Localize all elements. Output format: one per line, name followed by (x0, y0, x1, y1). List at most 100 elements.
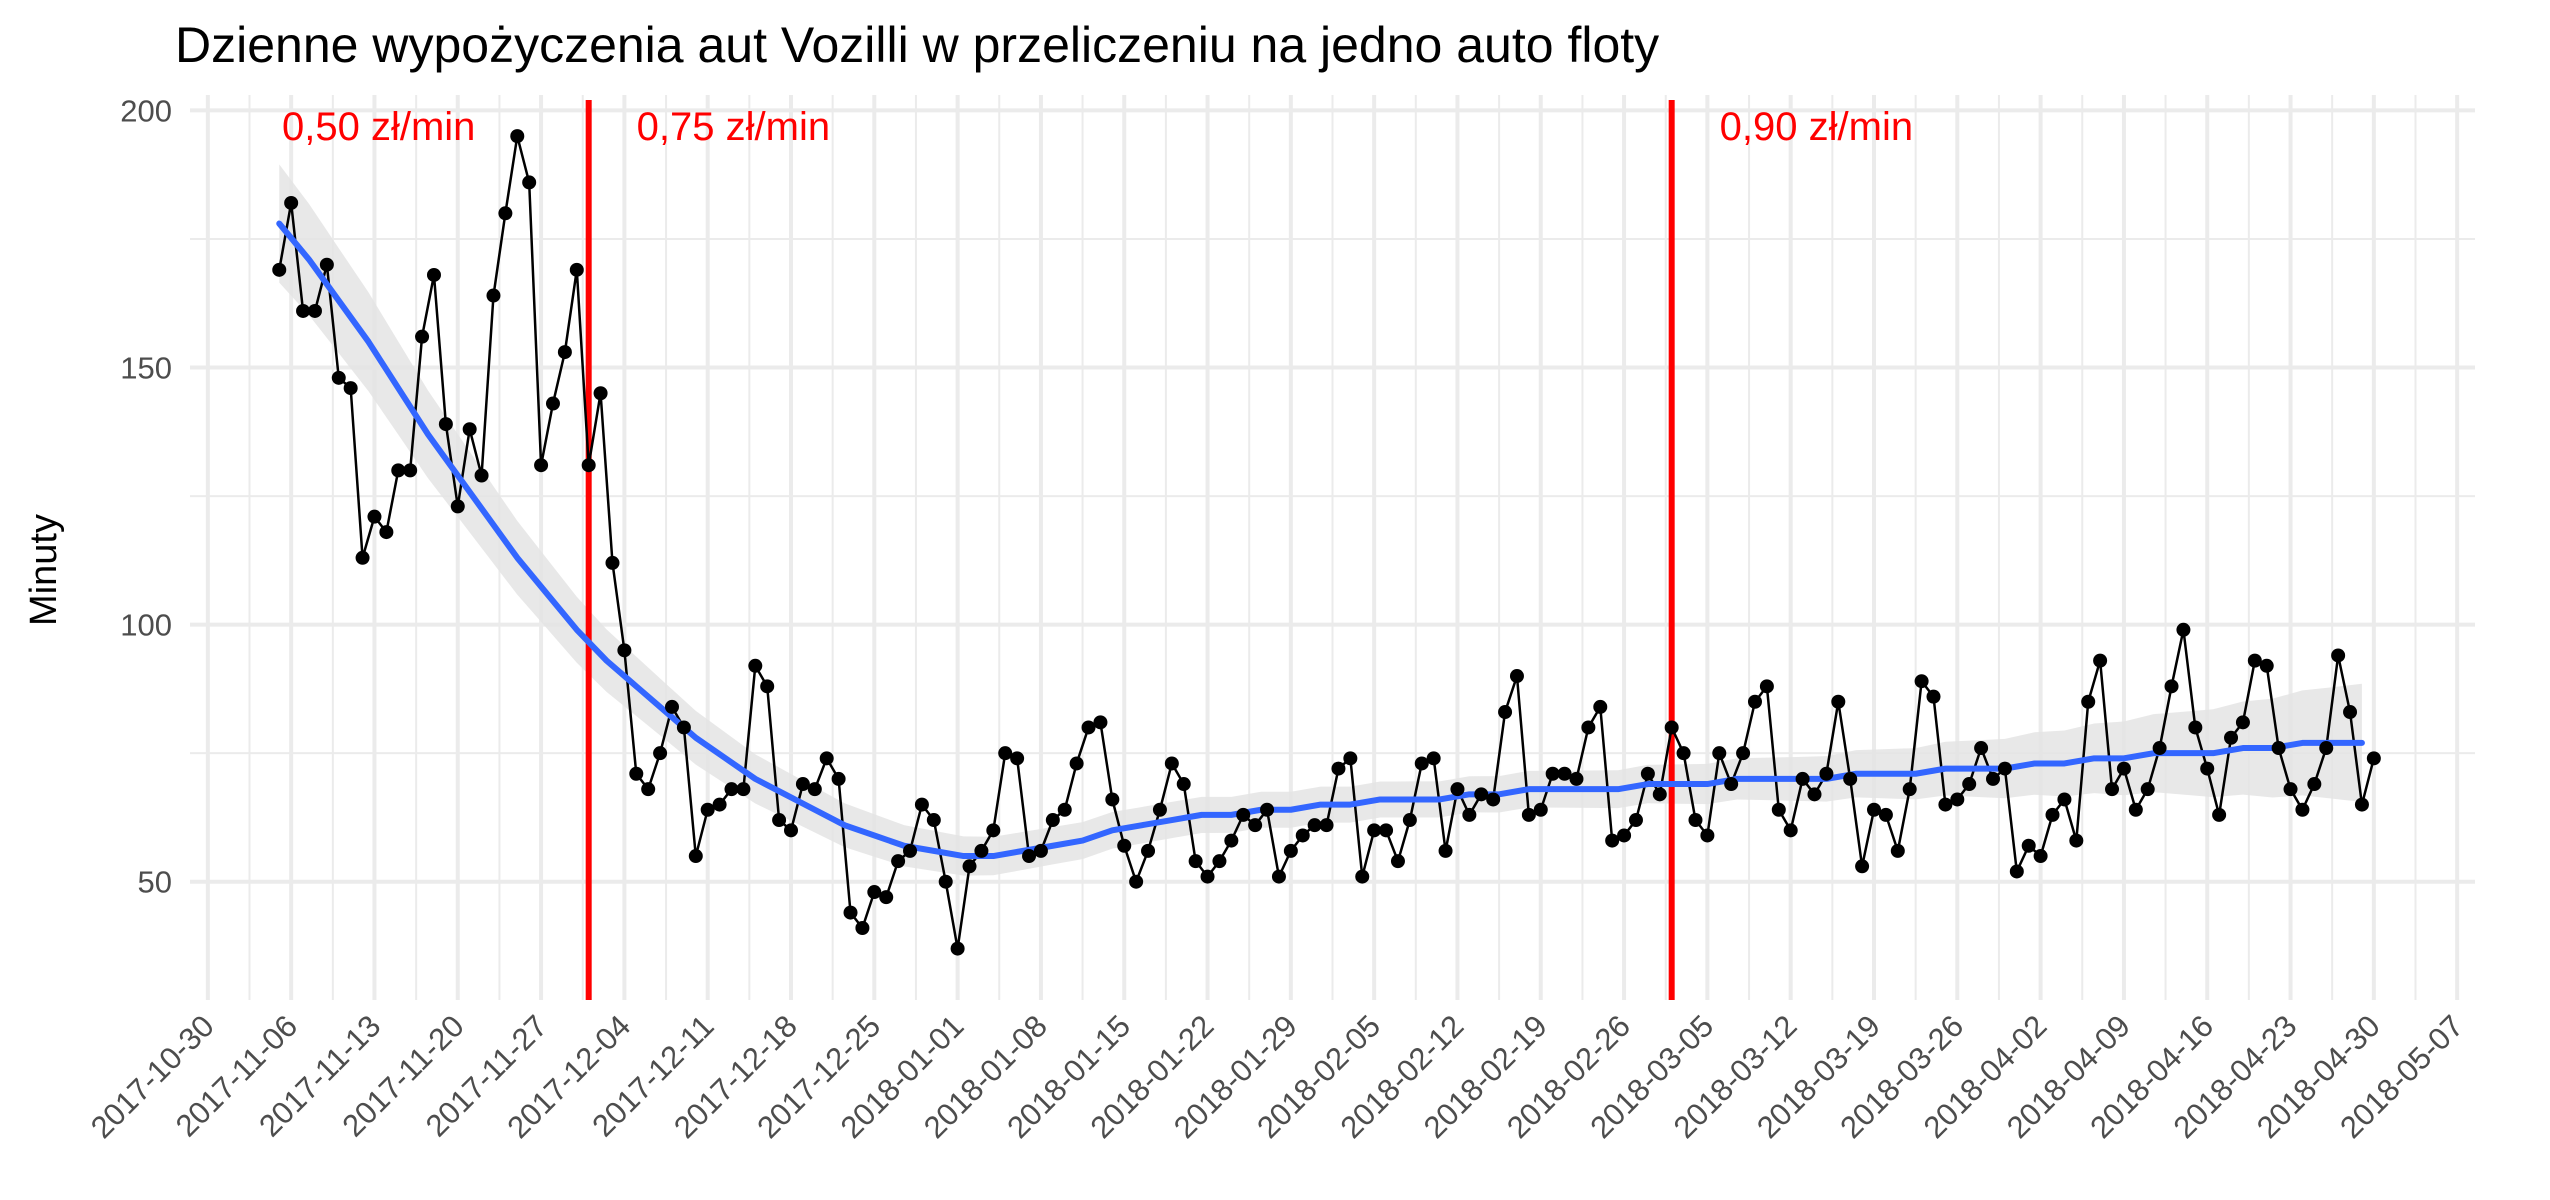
data-point (1866, 802, 1881, 817)
data-point (486, 288, 501, 303)
data-point (891, 854, 906, 869)
data-point (391, 463, 406, 478)
data-point (772, 813, 787, 828)
data-point (1069, 756, 1084, 771)
data-point (284, 195, 299, 210)
data-point (450, 499, 465, 514)
data-point (581, 458, 596, 473)
data-point (593, 386, 608, 401)
data-point (2164, 679, 2179, 694)
data-point (1724, 777, 1739, 792)
data-point (1283, 843, 1298, 858)
data-point (688, 849, 703, 864)
data-point (1224, 833, 1239, 848)
data-point (379, 525, 394, 540)
data-point (1486, 792, 1501, 807)
y-tick-label: 50 (138, 865, 172, 900)
data-point (462, 422, 477, 437)
data-points (272, 129, 2381, 956)
data-point (1569, 771, 1584, 786)
data-point (1676, 746, 1691, 761)
data-point (1533, 802, 1548, 817)
data-point (1771, 802, 1786, 817)
data-point (2081, 694, 2096, 709)
data-point (1474, 787, 1489, 802)
data-point (1212, 854, 1227, 869)
data-point (2259, 658, 2274, 673)
data-point (415, 329, 430, 344)
data-point (2331, 648, 2346, 663)
data-point (926, 813, 941, 828)
data-point (426, 267, 441, 282)
data-point (474, 468, 489, 483)
data-point (1819, 766, 1834, 781)
data-point (1962, 777, 1977, 792)
y-tick-label: 100 (120, 608, 172, 643)
data-point (653, 746, 668, 761)
data-point (2128, 802, 2143, 817)
price-label-initial: 0,50 zł/min (282, 105, 475, 149)
data-point (355, 550, 370, 565)
data-point (2188, 720, 2203, 735)
data-point (1260, 802, 1275, 817)
data-point (1355, 869, 1370, 884)
data-point (2021, 838, 2036, 853)
data-point (510, 129, 525, 144)
data-point (331, 370, 346, 385)
data-point (1557, 766, 1572, 781)
data-point (557, 345, 572, 360)
price-change-lines (585, 100, 1675, 1000)
chart-title: Dzienne wypożyczenia aut Vozilli w przel… (175, 17, 1659, 73)
data-point (1129, 874, 1144, 889)
data-point (605, 555, 620, 570)
data-point (1914, 674, 1929, 689)
data-point (1974, 741, 1989, 756)
data-point (736, 782, 751, 797)
data-point (1438, 843, 1453, 858)
data-point (831, 771, 846, 786)
data-point (986, 823, 1001, 838)
data-point (1390, 854, 1405, 869)
data-point (998, 746, 1013, 761)
data-point (307, 303, 322, 318)
data-point (2295, 802, 2310, 817)
data-point (629, 766, 644, 781)
data-point (2176, 622, 2191, 637)
data-point (807, 782, 822, 797)
data-point (403, 463, 418, 478)
data-point (1450, 782, 1465, 797)
data-point (1319, 818, 1334, 833)
data-point (1045, 813, 1060, 828)
data-point (1902, 782, 1917, 797)
data-point (1498, 705, 1513, 720)
data-point (1200, 869, 1215, 884)
data-point (1105, 792, 1120, 807)
data-point (1938, 797, 1953, 812)
data-point (724, 782, 739, 797)
data-point (1747, 694, 1762, 709)
data-point (2212, 807, 2227, 822)
price-annotations: 0,50 zł/min 0,75 zł/min 0,90 zł/min (282, 105, 1913, 149)
data-point (272, 262, 287, 277)
data-point (1652, 787, 1667, 802)
data-point (343, 381, 358, 396)
data-point (1402, 813, 1417, 828)
data-point (1236, 807, 1251, 822)
data-point (843, 905, 858, 920)
data-point (1010, 751, 1025, 766)
data-point (2009, 864, 2024, 879)
data-point (2271, 741, 2286, 756)
data-point (1426, 751, 1441, 766)
data-point (1581, 720, 1596, 735)
data-point (1783, 823, 1798, 838)
data-point (296, 303, 311, 318)
data-point (534, 458, 549, 473)
data-point (2224, 730, 2239, 745)
data-point (2319, 741, 2334, 756)
data-point (700, 802, 715, 817)
data-point (1831, 694, 1846, 709)
data-point (879, 890, 894, 905)
data-point (1164, 756, 1179, 771)
data-point (2033, 849, 2048, 864)
data-point (1141, 843, 1156, 858)
